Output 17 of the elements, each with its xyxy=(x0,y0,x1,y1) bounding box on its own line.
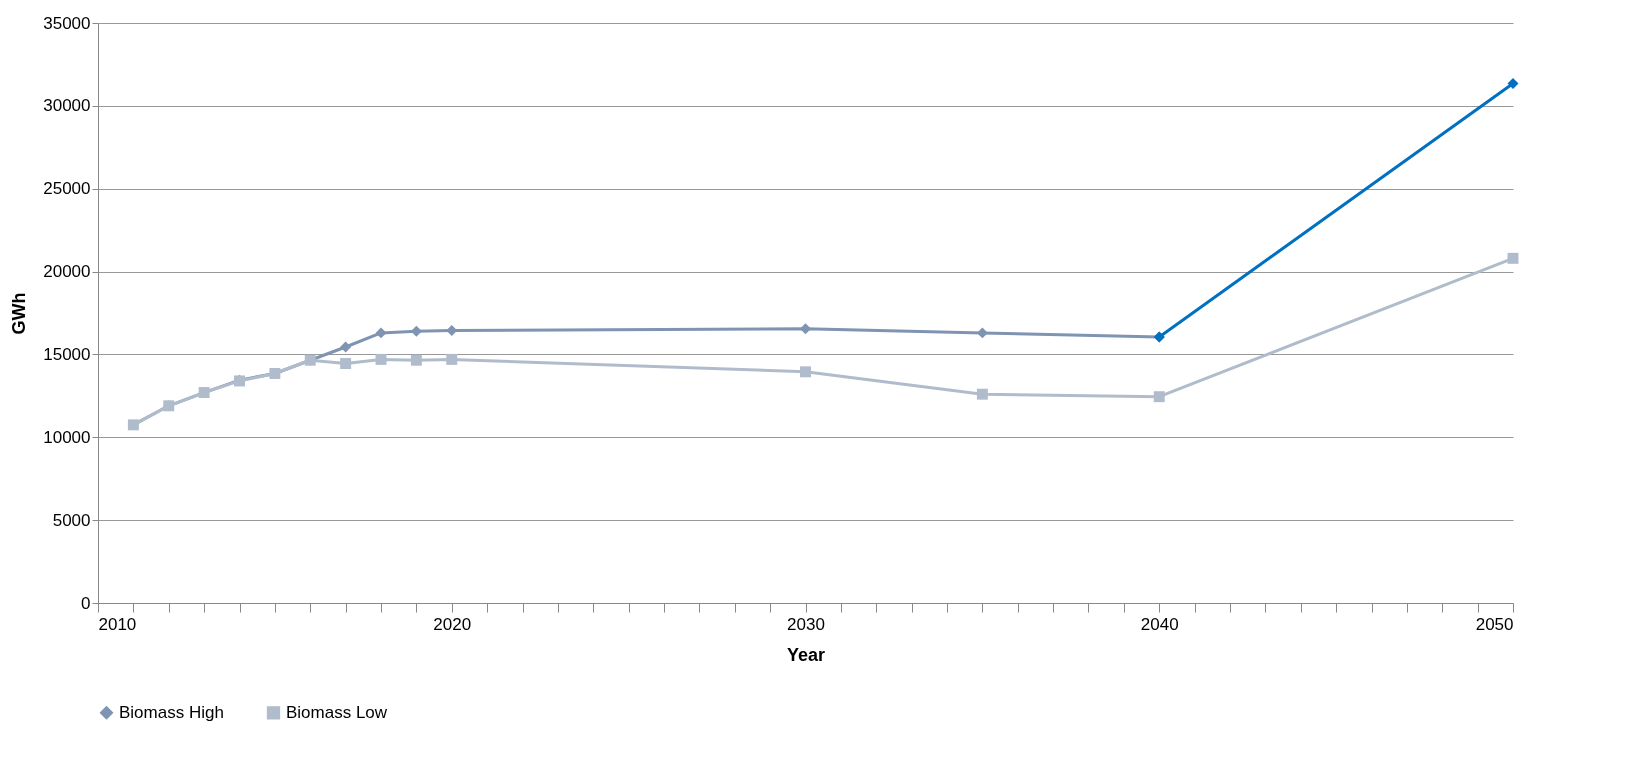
legend-label: Biomass High xyxy=(119,702,224,722)
y-tick-label: 30000 xyxy=(43,96,91,116)
x-tick-label: 2050 xyxy=(1475,614,1514,634)
y-tick-label: 35000 xyxy=(43,13,91,33)
y-tick-label: 15000 xyxy=(43,344,91,364)
y-tick-label: 20000 xyxy=(43,262,91,282)
y-tick-label: 25000 xyxy=(43,179,91,199)
legend-label: Biomass Low xyxy=(286,702,388,722)
x-tick-label: 2040 xyxy=(1140,614,1179,634)
y-axis-title: GWh xyxy=(9,292,30,335)
y-tick-label: 5000 xyxy=(52,510,91,530)
x-tick-label: 2020 xyxy=(433,614,472,634)
x-axis-title: Year xyxy=(786,644,826,665)
y-tick-label: 10000 xyxy=(43,427,91,447)
y-tick-label: 0 xyxy=(81,593,91,613)
x-tick-label: 2030 xyxy=(787,614,825,634)
x-tick-label: 2010 xyxy=(98,614,137,634)
